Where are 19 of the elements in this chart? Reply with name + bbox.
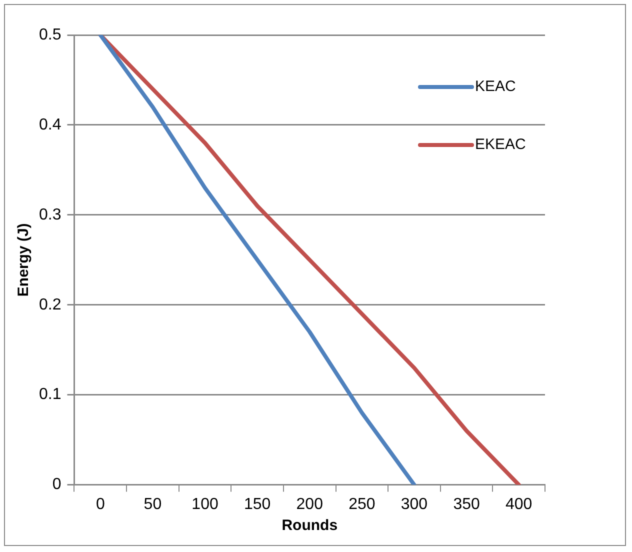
- y-tick-label: 0.1: [38, 386, 62, 404]
- x-tick-label: 150: [244, 496, 271, 513]
- x-tick-label: 0: [96, 496, 105, 513]
- x-tick-label: 50: [144, 496, 162, 513]
- x-tick-label: 300: [400, 496, 428, 513]
- y-tick-label: 0.5: [38, 26, 62, 44]
- x-tick-label: 400: [505, 496, 532, 513]
- legend-label: EKEAC: [475, 136, 526, 154]
- x-tick-label: 200: [296, 496, 324, 513]
- y-tick-label: 0: [52, 476, 62, 494]
- y-tick-label: 0.4: [38, 116, 62, 134]
- y-axis-title: Energy (J): [15, 223, 32, 297]
- legend-label: KEAC: [475, 78, 516, 96]
- x-axis-title: Rounds: [282, 517, 338, 534]
- x-tick-label: 250: [348, 496, 376, 513]
- y-tick-label: 0.2: [38, 296, 62, 314]
- x-tick-label: 350: [453, 496, 480, 513]
- x-tick-label: 100: [192, 496, 218, 513]
- y-tick-label: 0.3: [38, 206, 62, 224]
